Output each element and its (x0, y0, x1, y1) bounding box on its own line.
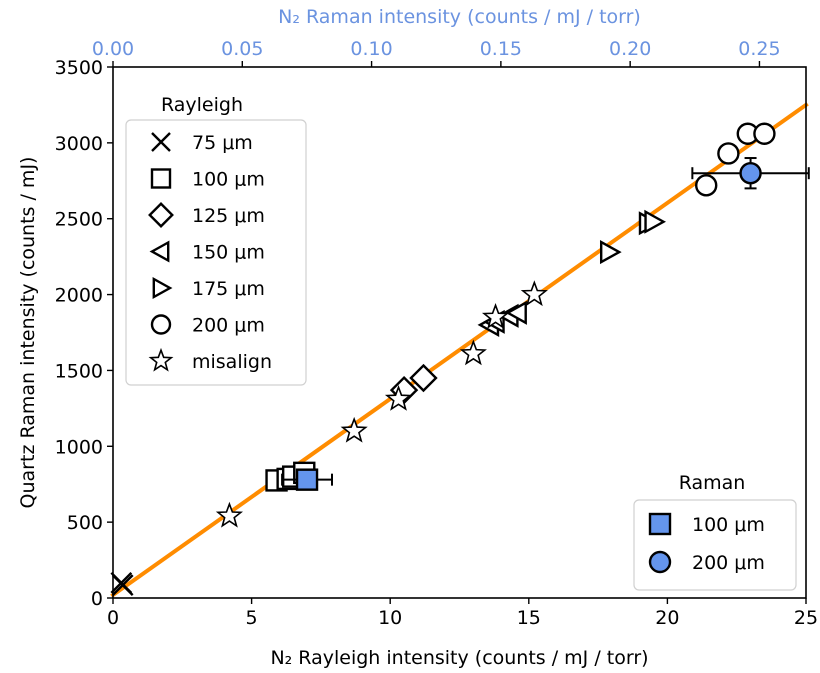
legend-raman: 100 μm 200 μm (633, 499, 797, 591)
x-tick-label: 15 (517, 607, 541, 629)
data-point-circle (753, 122, 776, 145)
data-point-circle (717, 142, 740, 165)
data-point-x (111, 574, 134, 596)
legend-label: 75 μm (192, 132, 253, 154)
circle-icon (648, 550, 672, 574)
raman-point-circle (739, 161, 762, 185)
square-icon (648, 512, 672, 536)
top-tick-label: 0.00 (92, 38, 134, 60)
data-point-star (459, 339, 487, 366)
x-tick-label: 0 (107, 607, 119, 629)
x-axis-label: N₂ Rayleigh intensity (counts / mJ / tor… (270, 647, 648, 669)
x-tick-label: 25 (794, 607, 818, 629)
legend-label: 200 μm (692, 552, 765, 574)
raman-point-square (295, 468, 319, 491)
x-icon (151, 132, 171, 152)
legend-label: 150 μm (192, 242, 265, 264)
legend-label: 200 μm (192, 315, 265, 337)
legend-title: Rayleigh (161, 94, 243, 116)
data-point-star (520, 280, 548, 307)
top-tick-label: 0.05 (221, 38, 263, 60)
square-icon (150, 168, 172, 189)
top-tick-label: 0.25 (738, 38, 780, 60)
legend-label: 125 μm (192, 205, 265, 227)
data-point-triangle-right (644, 209, 667, 234)
legend-title: Raman (679, 472, 746, 494)
top-tick-label: 0.20 (609, 38, 651, 60)
data-point-star (384, 384, 413, 411)
data-point-star (215, 501, 244, 528)
y-tick-label: 3500 (55, 57, 103, 79)
triangle-left-icon (149, 240, 170, 263)
legend-label: 175 μm (192, 278, 265, 300)
star-icon (148, 347, 174, 372)
top-axis-label: N₂ Raman intensity (counts / mJ / torr) (278, 6, 641, 28)
y-tick-label: 500 (67, 512, 103, 534)
diamond-icon (148, 202, 174, 228)
legend-label: 100 μm (692, 514, 765, 536)
top-tick-label: 0.10 (350, 38, 392, 60)
y-tick-label: 0 (91, 588, 103, 610)
data-point-diamond (409, 363, 438, 393)
x-tick-label: 20 (655, 607, 679, 629)
circle-icon (150, 314, 172, 335)
data-point-star (481, 303, 510, 329)
triangle-right-icon (152, 276, 173, 300)
data-point-circle (695, 174, 718, 197)
y-tick-label: 3000 (55, 133, 103, 155)
top-tick-label: 0.15 (480, 38, 522, 60)
y-tick-label: 2000 (55, 285, 103, 307)
y-tick-label: 1000 (55, 436, 103, 458)
y-tick-label: 2500 (55, 209, 103, 231)
x-tick-label: 5 (246, 607, 258, 629)
legend-box (633, 499, 797, 591)
legend-rayleigh: 75 μm 100 μm 125 μm 150 μm 175 μm 200 μm misal… (125, 119, 307, 386)
plot-frame (112, 66, 807, 599)
y-tick-label: 1500 (55, 360, 103, 382)
legend-label: 100 μm (192, 169, 265, 191)
y-axis-label: Quartz Raman intensity (counts / mJ) (17, 157, 39, 509)
data-point-star (340, 416, 368, 443)
x-tick-label: 10 (378, 607, 402, 629)
data-point-triangle-left (505, 300, 527, 325)
data-point-triangle-right (599, 240, 622, 265)
legend-label: misalign (192, 351, 272, 373)
